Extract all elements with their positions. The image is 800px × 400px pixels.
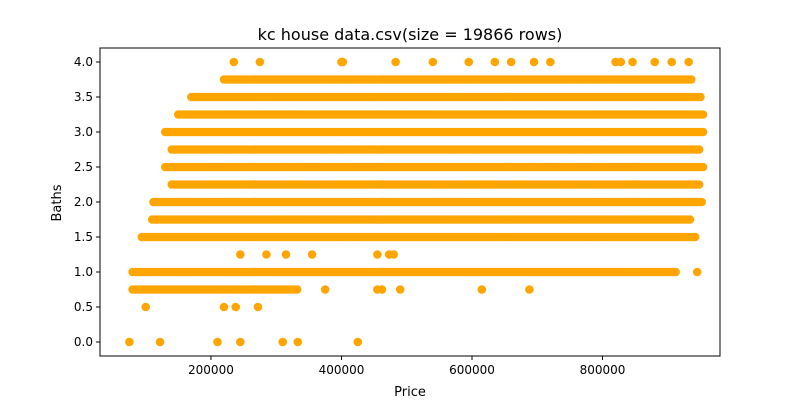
data-point bbox=[262, 250, 271, 259]
data-point bbox=[464, 57, 474, 67]
data-point bbox=[338, 57, 348, 67]
data-point bbox=[698, 127, 708, 137]
data-point bbox=[686, 75, 696, 84]
x-tick-label: 200000 bbox=[188, 363, 234, 377]
x-tick-label: 400000 bbox=[319, 363, 365, 377]
data-point bbox=[685, 215, 695, 224]
data-point bbox=[671, 267, 680, 277]
data-point bbox=[694, 180, 704, 189]
y-tick-label: 2.5 bbox=[74, 160, 93, 174]
data-point bbox=[546, 57, 555, 67]
y-tick-label: 1.5 bbox=[74, 230, 93, 244]
y-tick-label: 2.0 bbox=[74, 195, 93, 209]
data-point bbox=[307, 250, 317, 259]
data-point bbox=[692, 267, 702, 277]
data-point bbox=[389, 250, 398, 259]
data-point bbox=[125, 337, 134, 347]
data-point bbox=[698, 162, 708, 172]
data-point bbox=[377, 285, 387, 294]
data-point bbox=[253, 302, 263, 312]
y-tick-label: 4.0 bbox=[74, 55, 93, 69]
points-layer bbox=[125, 57, 708, 347]
data-point bbox=[650, 57, 660, 67]
y-tick-label: 3.0 bbox=[74, 125, 93, 139]
data-point bbox=[391, 57, 400, 67]
data-point bbox=[525, 285, 534, 294]
data-point bbox=[628, 57, 637, 67]
data-point bbox=[690, 232, 700, 242]
x-tick-label: 600000 bbox=[449, 363, 495, 377]
data-point bbox=[353, 337, 363, 347]
data-point bbox=[141, 302, 150, 312]
data-point bbox=[155, 337, 165, 347]
data-point bbox=[477, 285, 487, 294]
data-point bbox=[320, 285, 330, 294]
y-tick-label: 3.5 bbox=[74, 90, 93, 104]
data-point bbox=[490, 57, 500, 67]
y-tick-label: 0.0 bbox=[74, 335, 93, 349]
data-point bbox=[292, 285, 302, 294]
data-point bbox=[281, 250, 291, 259]
data-point bbox=[373, 250, 382, 259]
chart-title: kc house data.csv(size = 19866 rows) bbox=[258, 25, 563, 44]
data-point bbox=[395, 285, 405, 294]
data-point bbox=[213, 337, 222, 347]
data-point bbox=[229, 57, 239, 67]
data-point bbox=[684, 57, 693, 67]
data-point bbox=[255, 57, 265, 67]
data-point bbox=[219, 302, 229, 312]
x-tick-label: 800000 bbox=[580, 363, 626, 377]
x-axis-label: Price bbox=[394, 385, 426, 400]
y-axis-label: Baths bbox=[50, 184, 65, 221]
ticks-layer: 200000 400000 600000 800000 0.0 0.5 1.0 1.5 2.0 2… bbox=[74, 55, 626, 377]
data-point bbox=[236, 250, 245, 259]
data-point bbox=[698, 110, 708, 119]
data-point bbox=[278, 337, 288, 347]
plot-frame bbox=[99, 47, 721, 357]
data-point bbox=[694, 145, 704, 154]
y-tick-label: 0.5 bbox=[74, 300, 93, 314]
data-point bbox=[697, 197, 707, 207]
data-point bbox=[506, 57, 516, 67]
data-point bbox=[616, 57, 626, 67]
data-point bbox=[236, 337, 245, 347]
y-tick-label: 1.0 bbox=[74, 265, 93, 279]
data-point bbox=[696, 92, 705, 102]
data-point bbox=[293, 337, 303, 347]
data-point bbox=[428, 57, 438, 67]
data-point bbox=[231, 302, 241, 312]
data-point bbox=[667, 57, 677, 67]
data-point bbox=[529, 57, 539, 67]
